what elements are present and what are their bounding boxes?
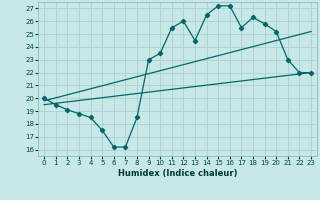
X-axis label: Humidex (Indice chaleur): Humidex (Indice chaleur) — [118, 169, 237, 178]
